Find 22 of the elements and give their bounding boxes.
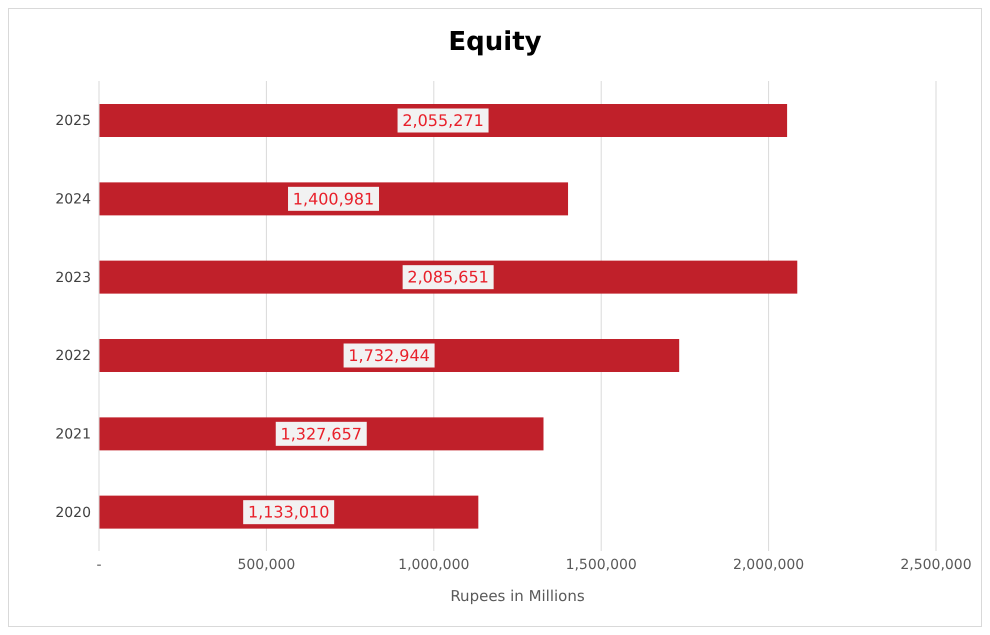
x-tick-label: 2,000,000 xyxy=(732,556,804,573)
y-tick-label: 2020 xyxy=(55,504,91,521)
x-tick-label: 1,000,000 xyxy=(398,556,470,573)
y-tick-label: 2024 xyxy=(55,191,92,208)
data-label: 1,327,657 xyxy=(280,424,362,444)
x-axis-title: Rupees in Millions xyxy=(450,587,585,605)
x-tick-label: 2,500,000 xyxy=(900,556,972,573)
x-tick-label: 1,500,000 xyxy=(566,556,637,573)
data-label: 1,732,944 xyxy=(348,346,430,365)
y-tick-label: 2025 xyxy=(55,113,91,130)
bar xyxy=(99,339,680,372)
chart-title: Equity xyxy=(447,26,543,59)
x-tick-label: 500,000 xyxy=(237,556,296,573)
bar xyxy=(99,260,798,294)
data-label: 1,133,010 xyxy=(248,502,330,522)
data-label: 1,400,981 xyxy=(292,189,374,208)
x-tick-label: - xyxy=(96,556,102,573)
data-label: 2,085,651 xyxy=(407,268,489,287)
y-tick-label: 2022 xyxy=(55,348,91,364)
y-tick-label: 2023 xyxy=(55,270,91,286)
data-label: 2,055,271 xyxy=(402,111,484,130)
y-tick-label: 2021 xyxy=(55,426,91,442)
